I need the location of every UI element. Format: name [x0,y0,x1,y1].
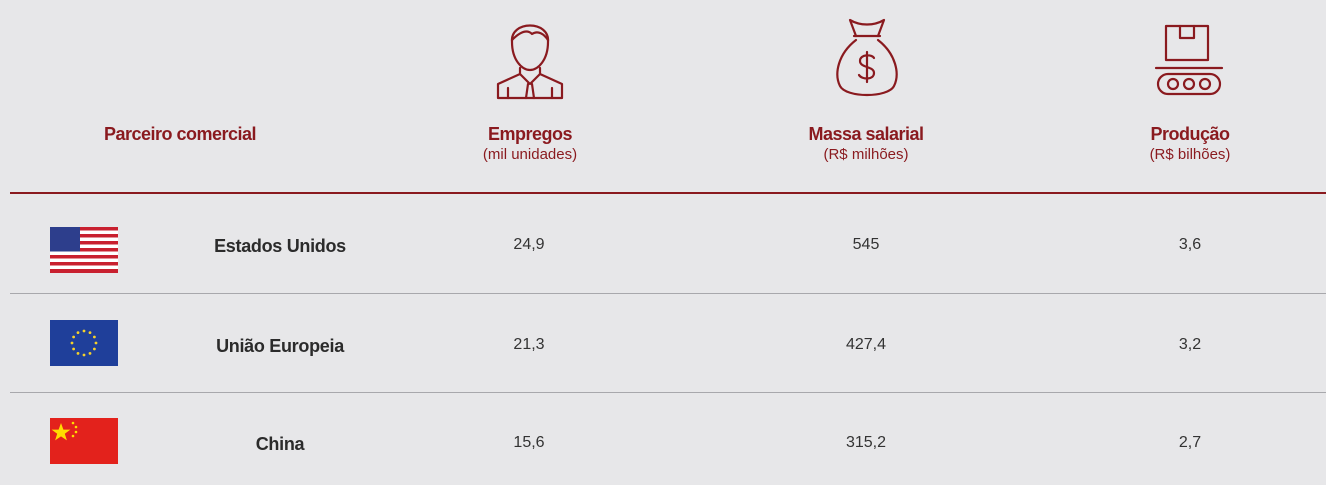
jobs-cell: 15,6 [513,434,545,451]
flag-usa [50,227,118,273]
partner-name: União Europeia [216,336,344,356]
column-title: Produção [1150,124,1230,144]
production-cell: 3,6 [1178,236,1202,253]
jobs-cell: 21,3 [513,336,545,353]
header-rule [10,192,1326,194]
partner-name: China [255,434,305,454]
payroll-cell: 315,2 [845,434,887,451]
person-icon [496,24,564,100]
payroll-cell: 427,4 [845,336,887,353]
column-unit: (mil unidades) [482,146,578,163]
column-title: Parceiro comercial [103,124,257,144]
column-title: Empregos [487,124,573,144]
payroll-cell: 545 [852,236,880,253]
row-separator [10,392,1326,393]
jobs-cell: 24,9 [513,236,545,253]
production-cell: 2,7 [1178,434,1202,451]
column-unit: (R$ bilhões) [1149,146,1231,163]
partner-name: Estados Unidos [214,236,346,256]
production-icon [1154,24,1224,96]
column-title: Massa salarial [808,124,924,144]
flag-china [50,418,118,464]
column-unit: (R$ milhões) [823,146,909,163]
flag-eu [50,320,118,366]
money-bag-icon [836,18,898,96]
production-cell: 3,2 [1178,336,1202,353]
row-separator [10,293,1326,294]
